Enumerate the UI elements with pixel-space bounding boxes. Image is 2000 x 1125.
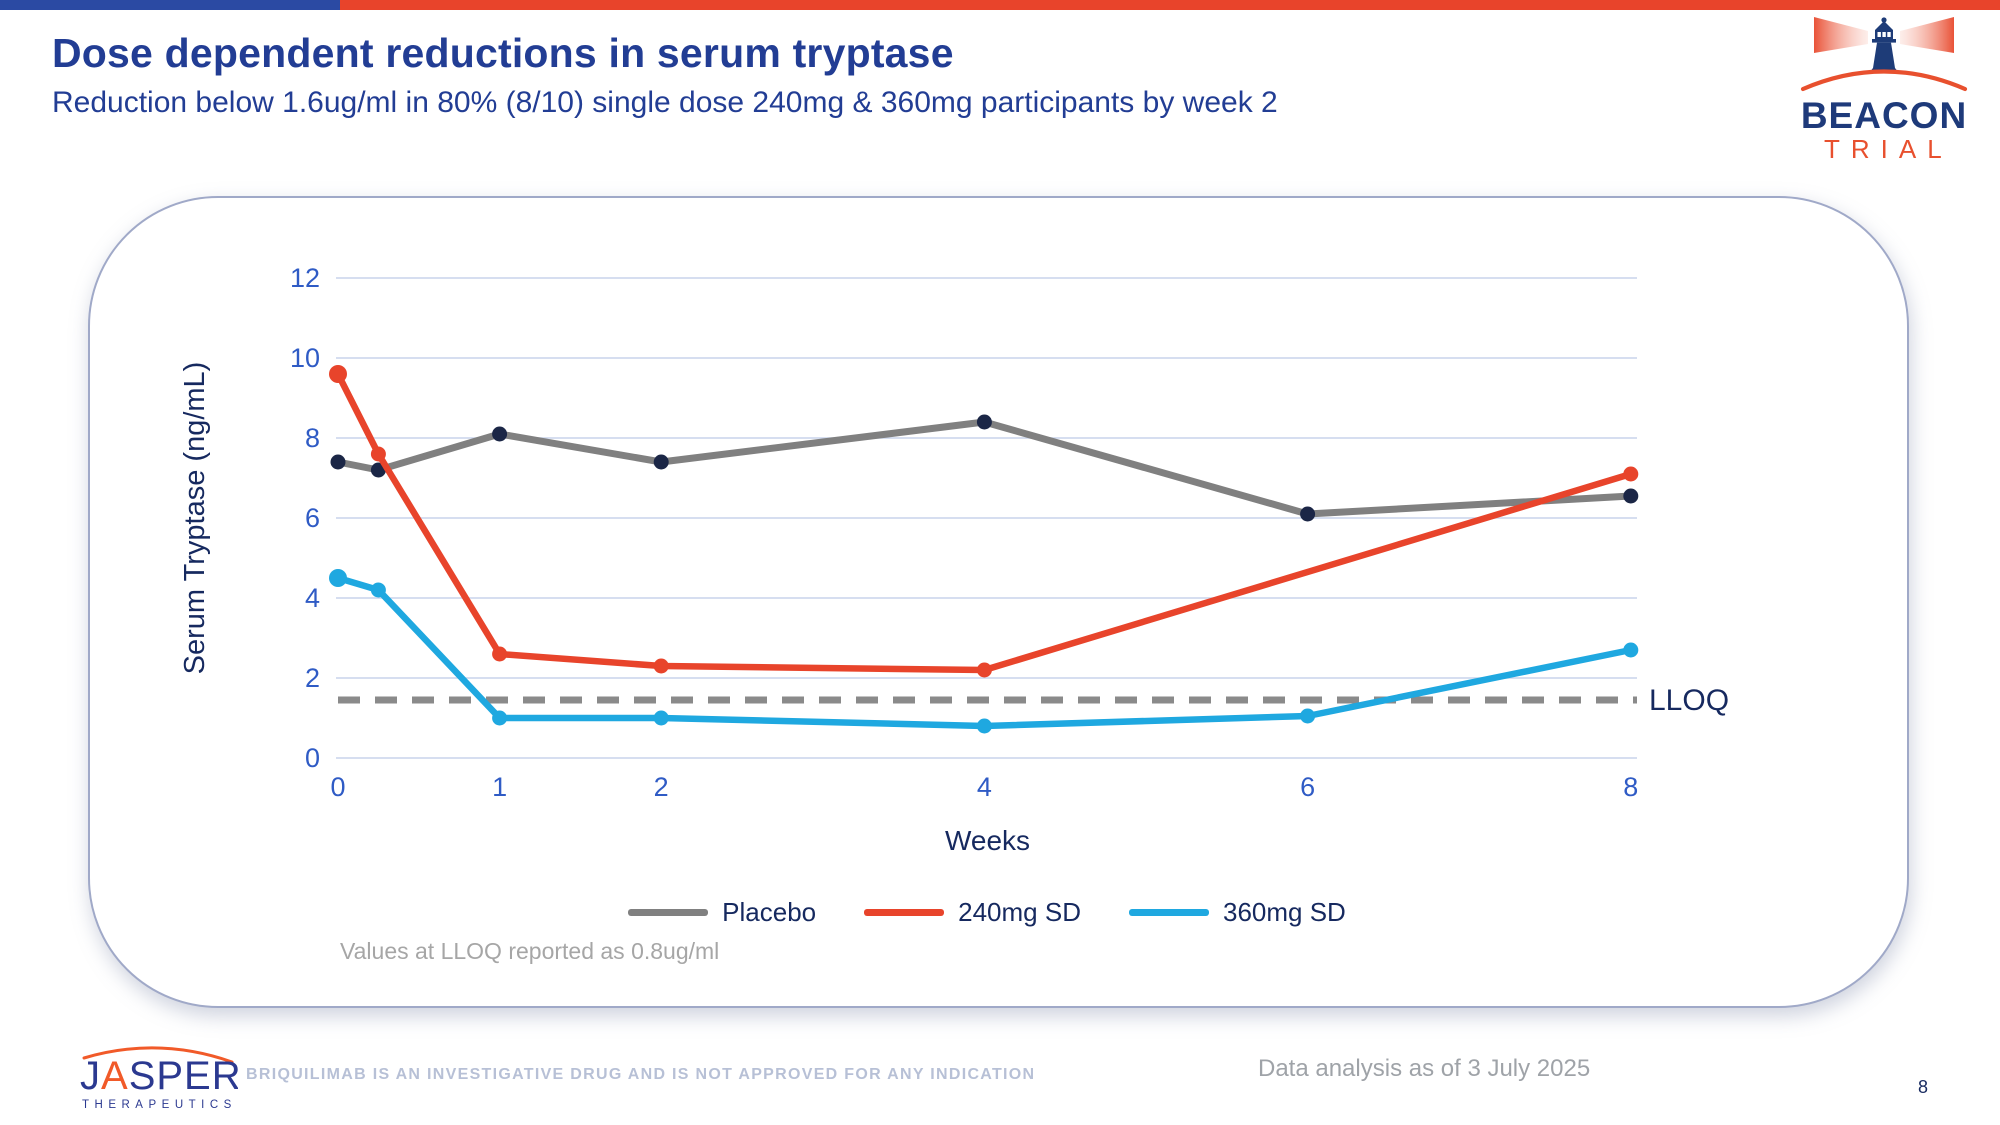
- x-tick-label: 1: [492, 772, 507, 802]
- series-line-360mg-sd: [334, 574, 1635, 730]
- data-point-360mg-sd: [653, 710, 669, 726]
- jasper-arc: [82, 1046, 234, 1064]
- data-point-placebo: [653, 454, 669, 470]
- beacon-arc: [1800, 69, 1968, 92]
- accent-bar-blue-segment: [0, 0, 340, 10]
- data-point-placebo: [976, 414, 992, 430]
- x-tick-label: 8: [1623, 772, 1638, 802]
- footer-disclaimer: BRIQUILIMAB IS AN INVESTIGATIVE DRUG AND…: [246, 1066, 1036, 1083]
- y-tick-label: 8: [305, 423, 320, 453]
- jasper-therapeutics-wordmark: THERAPEUTICS: [82, 1099, 237, 1111]
- y-axis-title: Serum Tryptase (ng/mL): [179, 362, 211, 675]
- legend-label: 360mg SD: [1222, 897, 1346, 927]
- accent-bar-red-segment: [340, 0, 2000, 10]
- legend-label: 240mg SD: [958, 897, 1081, 927]
- chart-legend: Placebo 240mg SD 360mg SD: [338, 897, 1636, 928]
- jasper-therapeutics-logo: JASPER THERAPEUTICS: [80, 1046, 238, 1111]
- data-point-placebo: [1623, 488, 1639, 504]
- 360mg-line-swatch: [1128, 909, 1209, 916]
- beacon-trial-logo: BEACON TRIAL: [1800, 17, 1968, 164]
- y-tick-label: 10: [290, 343, 320, 373]
- x-tick-label: 4: [977, 772, 992, 802]
- x-tick-label: 6: [1300, 772, 1315, 802]
- chart-footnote: Values at LLOQ reported as 0.8ug/ml: [340, 938, 720, 964]
- x-tick-label: 2: [654, 772, 669, 802]
- x-axis-title: Weeks: [945, 825, 1030, 856]
- y-tick-label: 6: [305, 503, 320, 533]
- data-point-360mg-sd: [1623, 642, 1639, 658]
- footer-data-note: Data analysis as of 3 July 2025: [1258, 1055, 1591, 1082]
- jasper-wordmark: JASPER: [80, 1054, 238, 1098]
- data-point-360mg-sd: [329, 569, 347, 587]
- legend-item-placebo: Placebo: [628, 897, 816, 928]
- y-tick-label: 4: [305, 583, 320, 613]
- data-point-360mg-sd: [1300, 708, 1316, 724]
- data-point-240mg-sd: [370, 446, 386, 462]
- 240mg-line-swatch: [864, 909, 945, 916]
- series-line-placebo: [334, 418, 1635, 518]
- data-point-360mg-sd: [370, 582, 386, 598]
- lighthouse-icon: [1814, 17, 1954, 73]
- data-point-placebo: [330, 454, 346, 470]
- page-title: Dose dependent reductions in serum trypt…: [52, 30, 954, 76]
- page-subtitle: Reduction below 1.6ug/ml in 80% (8/10) s…: [52, 86, 1278, 119]
- data-point-360mg-sd: [492, 710, 508, 726]
- data-point-240mg-sd: [653, 658, 669, 674]
- data-point-240mg-sd: [976, 662, 992, 678]
- data-point-240mg-sd: [1623, 466, 1639, 482]
- beacon-trial-wordmark: TRIAL: [1824, 134, 1953, 164]
- page-number: 8: [1918, 1077, 1929, 1097]
- y-tick-label: 2: [305, 663, 320, 693]
- data-point-placebo: [492, 426, 508, 442]
- data-point-240mg-sd: [329, 365, 347, 383]
- top-accent-bar: [0, 0, 2000, 10]
- lloq-label: LLOQ: [1649, 684, 1729, 717]
- data-point-placebo: [1300, 506, 1316, 522]
- y-tick-label: 12: [290, 263, 320, 293]
- data-point-360mg-sd: [976, 718, 992, 734]
- y-tick-label: 0: [305, 743, 320, 773]
- legend-label: Placebo: [722, 897, 817, 927]
- legend-item-360mg: 360mg SD: [1128, 897, 1346, 928]
- data-point-240mg-sd: [492, 646, 508, 662]
- beacon-wordmark: BEACON: [1801, 95, 1967, 136]
- x-tick-label: 0: [330, 772, 345, 802]
- placebo-line-swatch: [628, 909, 709, 916]
- series-line-240mg-sd: [334, 370, 1635, 674]
- legend-item-240mg: 240mg SD: [864, 897, 1081, 928]
